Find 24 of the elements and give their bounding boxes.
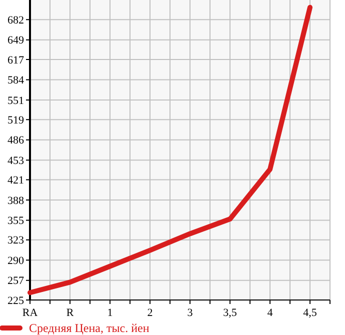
x-tick-label: 3,5 [223, 307, 238, 319]
y-tick-label: 225 [8, 294, 24, 307]
y-tick-label: 323 [8, 234, 24, 247]
x-tick-label: 4,5 [303, 307, 318, 319]
y-tick-label: 421 [8, 174, 24, 187]
y-tick-label: 584 [8, 74, 24, 87]
y-tick-label: 388 [8, 194, 24, 207]
x-tick-label: 3 [187, 307, 194, 319]
y-tick-label: 649 [8, 34, 24, 47]
legend-label: Средняя Цена, тыс. йен [29, 321, 150, 335]
x-tick-label: R [66, 307, 74, 319]
y-tick-label: 290 [8, 254, 24, 267]
x-tick-label: RA [22, 307, 38, 319]
y-tick-label: 257 [8, 275, 24, 288]
x-tick-label: 4 [267, 307, 274, 319]
y-tick-label: 486 [8, 134, 24, 147]
y-tick-label: 519 [8, 114, 24, 126]
x-tick-label: 2 [147, 307, 153, 319]
y-tick-label: 551 [8, 94, 24, 107]
y-tick-label: 355 [8, 215, 24, 228]
y-tick-label: 682 [8, 14, 24, 26]
y-tick-label: 453 [8, 154, 24, 167]
x-tick-label: 1 [107, 307, 113, 319]
y-tick-label: 617 [8, 54, 24, 66]
